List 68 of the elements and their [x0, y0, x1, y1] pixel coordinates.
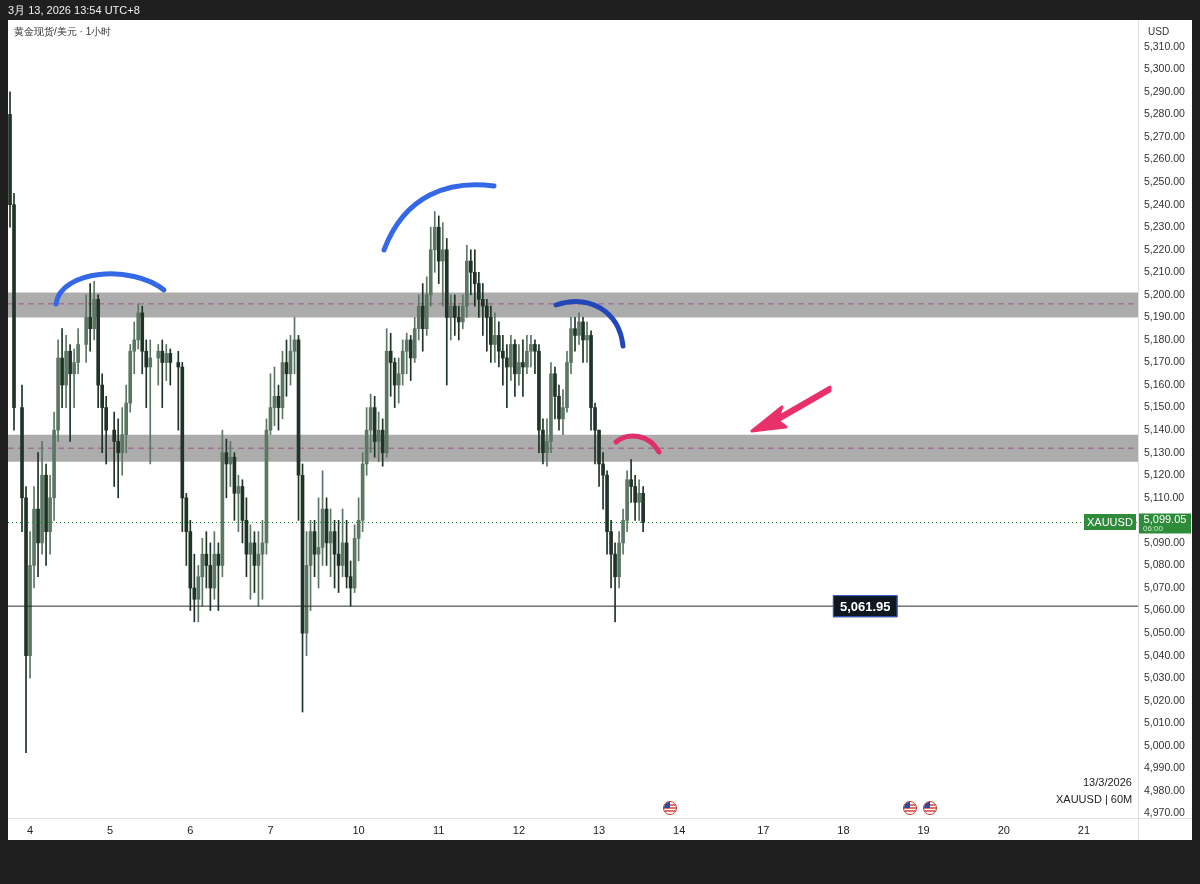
x-tick-label: 18	[837, 823, 850, 836]
y-tick-label: 5,140.00	[1144, 423, 1186, 436]
ref-line-label: 5,061.95	[839, 598, 891, 614]
ref-line-label: 5,099.05	[1143, 512, 1187, 525]
y-tick-label: 5,150.00	[1144, 400, 1186, 413]
y-tick-label: 5,070.00	[1144, 580, 1186, 593]
y-tick-label: 5,230.00	[1144, 220, 1186, 233]
y-tick-label: 5,180.00	[1144, 332, 1186, 345]
annotation: 13/3/2026	[1083, 776, 1132, 788]
candlestick	[493, 312, 497, 363]
y-tick-label: 5,090.00	[1144, 535, 1186, 548]
x-tick-label: 21	[1077, 823, 1091, 836]
y-tick-label: 5,170.00	[1144, 355, 1186, 368]
y-tick-label: 5,300.00	[1144, 62, 1186, 75]
y-tick-label: 5,020.00	[1144, 693, 1186, 706]
x-tick-label: 19	[917, 823, 930, 836]
candlestick	[585, 321, 589, 363]
y-tick-label: 5,260.00	[1144, 152, 1186, 165]
x-tick-label: 20	[997, 823, 1010, 836]
y-tick-label: 5,010.00	[1144, 716, 1186, 729]
y-tick-label: 5,160.00	[1144, 377, 1186, 390]
y-tick-label: 5,000.00	[1144, 738, 1186, 751]
y-tick-label: 5,240.00	[1144, 197, 1186, 210]
y-tick-label: 5,250.00	[1144, 174, 1186, 187]
y-tick-label: 5,030.00	[1144, 671, 1186, 684]
candlestick	[88, 283, 92, 352]
y-tick-label: 5,080.00	[1144, 558, 1186, 571]
y-tick-label: 5,190.00	[1144, 310, 1186, 323]
x-tick-label: 5	[107, 823, 114, 836]
y-tick-label: 5,270.00	[1144, 129, 1186, 142]
candlestick	[156, 344, 161, 386]
y-tick-label: 4,970.00	[1144, 806, 1186, 819]
candlestick	[148, 339, 153, 465]
x-tick-label: 7	[267, 823, 274, 836]
y-tick-label: 4,980.00	[1144, 783, 1186, 796]
text: 06:00	[1143, 524, 1164, 534]
y-tick-label: 5,310.00	[1144, 39, 1186, 52]
y-tick-label: 4,990.00	[1144, 761, 1186, 774]
y-tick-label: 5,040.00	[1144, 648, 1186, 661]
y-tick-label: 5,290.00	[1144, 84, 1186, 97]
x-tick-label: 14	[673, 823, 686, 836]
candlestick	[573, 317, 577, 352]
annotation: XAUUSD | 60M	[1056, 793, 1133, 805]
y-tick-label: 5,280.00	[1144, 107, 1186, 120]
x-tick-label: 12	[512, 823, 526, 836]
x-tick-label: 4	[26, 823, 34, 836]
candlestick	[68, 344, 72, 442]
candlestick	[637, 479, 641, 521]
x-tick-label: 13	[592, 823, 606, 836]
y-tick-label: 5,200.00	[1144, 287, 1186, 300]
candlestick	[521, 339, 525, 397]
y-tick-label: 5,120.00	[1144, 468, 1186, 481]
annotation: XAUUSD	[1084, 514, 1136, 531]
chart-subtitle: 3月 13, 2026 13:54 UTC+8	[8, 3, 140, 18]
y-axis-title: USD	[1148, 26, 1170, 37]
candlestick	[160, 339, 165, 408]
y-tick-label: 5,110.00	[1144, 490, 1185, 503]
candlestick	[440, 222, 445, 307]
y-tick-label: 5,060.00	[1144, 603, 1186, 616]
x-tick-label: 17	[757, 823, 770, 836]
x-tick-label: 6	[187, 823, 194, 836]
y-tick-label: 5,210.00	[1144, 265, 1186, 278]
y-tick-label: 5,220.00	[1144, 242, 1186, 255]
x-tick-label: 11	[433, 823, 445, 836]
y-tick-label: 5,050.00	[1144, 625, 1186, 638]
y-tick-label: 5,130.00	[1144, 445, 1186, 458]
x-tick-label: 10	[352, 823, 365, 836]
text: 黄金现货/美元 · 1小时	[14, 25, 112, 39]
